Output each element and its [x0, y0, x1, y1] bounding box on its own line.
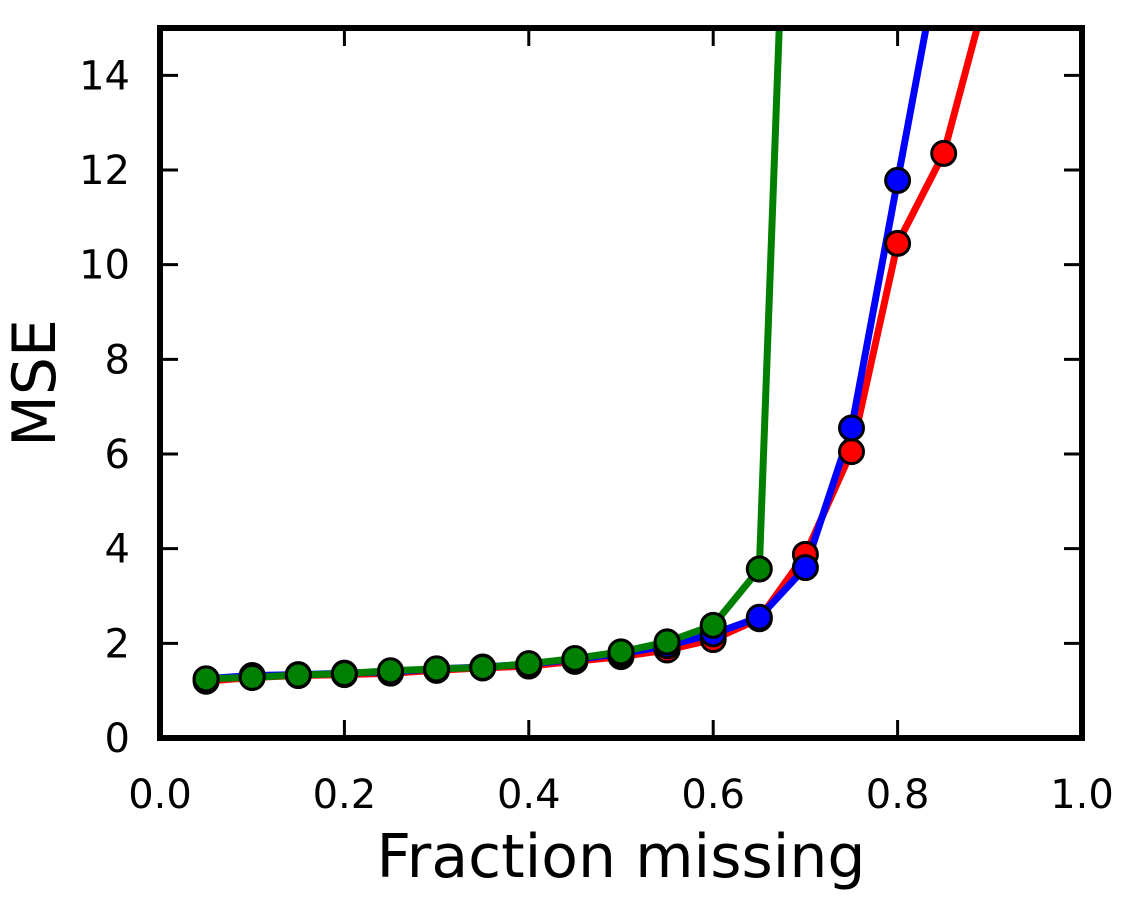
series-3-point [515, 650, 543, 678]
y-tick-label: 10 [79, 243, 130, 289]
markers-layer [192, 139, 958, 695]
y-tick-label: 2 [105, 621, 130, 667]
x-tick-label: 0.8 [866, 772, 930, 818]
series-3-point [330, 660, 358, 688]
y-axis-label: MSE [0, 319, 70, 447]
series-3-point [192, 665, 220, 693]
series-1-point [930, 139, 958, 167]
series-3-point [284, 661, 312, 689]
ticks-layer [158, 28, 1084, 740]
series-3-point [745, 555, 773, 583]
x-axis-label: Fraction missing [377, 822, 866, 892]
x-tick-label: 1.0 [1050, 772, 1114, 818]
y-tick-label: 14 [79, 53, 130, 99]
series-2-line [205, 28, 930, 683]
series-layer [205, 28, 981, 685]
series-3-point [469, 653, 497, 681]
x-tick-label: 0.6 [681, 772, 745, 818]
series-2-point [884, 166, 912, 194]
y-tick-label: 12 [79, 148, 130, 194]
y-tick-label: 0 [105, 716, 130, 762]
series-3-point [377, 657, 404, 685]
x-tick-label: 0.0 [128, 772, 192, 818]
series-3-point [653, 628, 681, 656]
x-tick-label: 0.4 [497, 772, 561, 818]
series-3-point [561, 644, 589, 672]
series-2-point [838, 414, 865, 442]
series-3-point [423, 655, 451, 683]
series-2-point [791, 554, 819, 582]
series-3-line [205, 28, 783, 683]
x-tick-label: 0.2 [313, 772, 377, 818]
y-tick-label: 6 [105, 432, 130, 478]
series-1-point [884, 229, 912, 257]
series-1-line [205, 28, 981, 685]
y-tick-label: 4 [105, 527, 130, 573]
series-3-point [238, 663, 266, 691]
series-1-point [838, 438, 865, 466]
plot-frame [157, 25, 1085, 741]
y-tick-label: 8 [105, 337, 130, 383]
series-3-point [699, 611, 727, 639]
labels-layer: 0.0 0.2 0.4 0.6 0.8 1.0 0 2 4 6 8 10 12 14 [79, 53, 1114, 818]
series-3-point [607, 638, 635, 666]
series-2-point [745, 603, 773, 631]
